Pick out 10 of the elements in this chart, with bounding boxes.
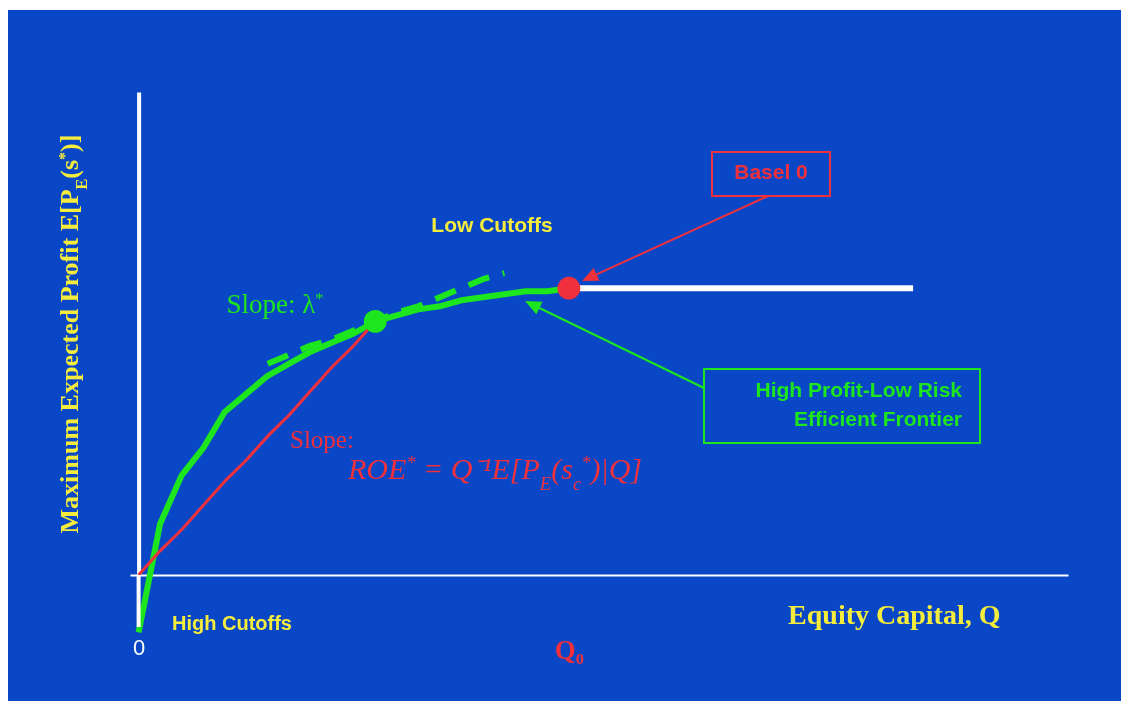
annotation: Slope: <box>290 426 354 453</box>
text: Low Cutoffs <box>431 213 553 236</box>
x-axis-title: Equity Capital, Q <box>788 598 1001 630</box>
text: Basel 0 <box>734 160 808 183</box>
annotation: Slope: λ$^{*}$ <box>226 288 324 319</box>
x-tick-label: Q₀ <box>554 634 584 665</box>
annotation: High Profit-Low Risk Efficient Frontier <box>755 378 963 430</box>
annotation: ROE$^{*}$ = Q⁻¹E[P$_{E}$(s$_{c}$$^{*}$)|Q] <box>346 451 643 494</box>
x-tick-label: 0 <box>132 634 146 660</box>
annotation: High Cutoffs <box>172 612 292 634</box>
